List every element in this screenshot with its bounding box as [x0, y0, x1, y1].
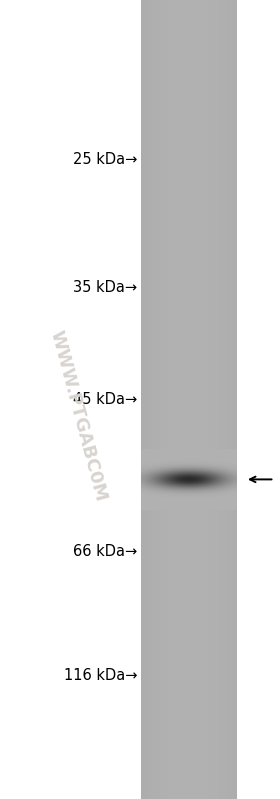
Text: WWW.PTGABC0M: WWW.PTGABC0M: [47, 328, 110, 503]
Text: 35 kDa→: 35 kDa→: [73, 280, 137, 295]
Text: 116 kDa→: 116 kDa→: [64, 668, 137, 682]
Text: 25 kDa→: 25 kDa→: [73, 153, 137, 167]
Text: 66 kDa→: 66 kDa→: [73, 544, 137, 559]
Text: 45 kDa→: 45 kDa→: [73, 392, 137, 407]
